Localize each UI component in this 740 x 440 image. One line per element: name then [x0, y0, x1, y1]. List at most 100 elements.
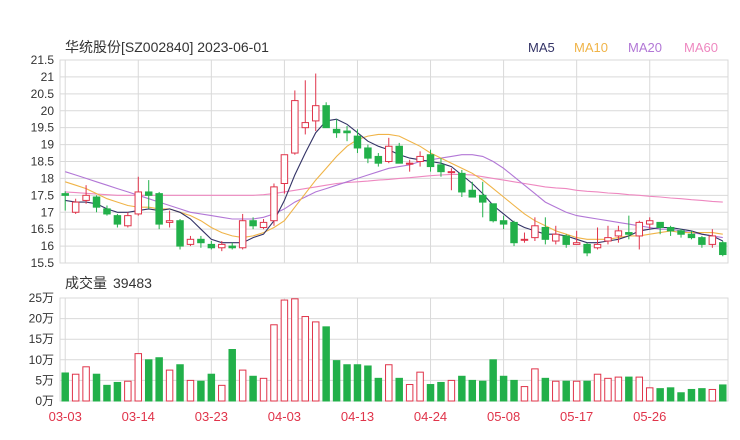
price-tick-label: 15.5	[31, 256, 55, 270]
candle-body	[353, 135, 362, 149]
candle-body	[228, 245, 236, 249]
candle-body	[134, 191, 143, 215]
volume-bar	[541, 377, 550, 402]
candle-body	[82, 194, 90, 201]
volume-bar	[301, 316, 310, 402]
volume-bars	[61, 298, 727, 402]
candle-body	[719, 242, 727, 256]
volume-bar	[687, 388, 696, 402]
candle-body	[270, 186, 278, 222]
volume-bar	[218, 384, 226, 402]
candle-body	[395, 145, 403, 164]
price-tick-label: 18.5	[31, 155, 55, 169]
date-tick-label: 05-08	[487, 409, 520, 424]
legend-ma10: MA10	[574, 40, 608, 55]
volume-bar	[656, 388, 664, 402]
candle-body	[499, 220, 508, 225]
volume-bar	[249, 375, 257, 402]
candle-body	[197, 238, 205, 244]
candle-body	[61, 193, 69, 196]
candle-body	[426, 154, 435, 168]
volume-bar	[708, 388, 717, 402]
legend-ma5: MA5	[528, 40, 555, 55]
candle-body	[572, 242, 581, 245]
date-tick-label: 05-17	[560, 409, 593, 424]
candle-body	[364, 147, 372, 159]
date-tick-label: 03-23	[195, 409, 228, 424]
volume-tick-label: 0万	[35, 394, 54, 408]
volume-bar	[583, 380, 591, 402]
candle-body	[520, 238, 529, 241]
volume-bar	[374, 377, 383, 402]
volume-bar	[593, 373, 602, 402]
volume-tick-label: 20万	[29, 312, 54, 326]
volume-bar	[614, 376, 623, 402]
volume-bar	[405, 384, 414, 402]
axes: 21.5 21 20.5 20 19.5 19 18.5 18 17.5 17 16.5 16 15.5…	[29, 53, 667, 424]
candle-body	[155, 193, 163, 225]
price-tick-label: 21	[41, 70, 55, 84]
volume-label: 成交量	[65, 275, 107, 291]
volume-value: 39483	[113, 275, 152, 291]
candle-body	[698, 237, 706, 245]
volume-bar	[552, 380, 560, 402]
volume-bar	[562, 380, 570, 402]
volume-bar	[447, 379, 456, 402]
volume-bar	[677, 392, 685, 402]
date-tick-label: 04-03	[268, 409, 301, 424]
price-tick-label: 19.5	[31, 121, 55, 135]
volume-tick-label: 5万	[35, 373, 54, 387]
candle-body	[447, 171, 456, 174]
volume-bar	[228, 349, 236, 402]
price-tick-label: 16	[41, 239, 55, 253]
candle-body	[186, 238, 195, 245]
candle-body	[92, 196, 101, 208]
candle-body	[708, 235, 717, 245]
volume-tick-label: 10万	[29, 353, 54, 367]
volume-bar	[113, 381, 122, 402]
candle-body	[468, 189, 477, 198]
candle-body	[687, 233, 696, 239]
volume-bar	[698, 388, 706, 402]
ma20-line	[65, 154, 723, 239]
chart-title: 华统股份[SZ002840] 2023-06-01	[65, 39, 269, 55]
candle-body	[405, 162, 414, 165]
candle-body	[249, 220, 257, 227]
candle-body	[510, 221, 518, 244]
volume-bar	[197, 380, 205, 402]
candle-body	[677, 230, 685, 235]
volume-bar	[437, 381, 445, 402]
volume-bar	[82, 366, 90, 402]
volume-bar	[666, 387, 675, 402]
volume-bar	[385, 364, 393, 402]
volume-bar	[144, 359, 153, 402]
candle-body	[593, 243, 602, 249]
candle-body	[458, 172, 466, 193]
volume-tick-label: 25万	[29, 291, 54, 305]
candle-body	[385, 145, 393, 162]
volume-bar	[719, 384, 727, 402]
volume-bar	[645, 387, 654, 402]
volume-bar	[635, 376, 644, 402]
date-tick-label: 04-13	[341, 409, 374, 424]
volume-bar	[207, 373, 216, 402]
date-tick-label: 03-14	[122, 409, 155, 424]
volume-bar	[61, 372, 69, 402]
date-tick-label: 03-03	[49, 409, 82, 424]
volume-bar	[478, 380, 487, 402]
candle-body	[583, 243, 591, 254]
volume-bar	[416, 371, 424, 402]
volume-tick-label: 15万	[29, 332, 54, 346]
candle-body	[614, 230, 623, 237]
price-tick-label: 17	[41, 205, 55, 219]
candle-body	[343, 130, 351, 134]
volume-bar	[353, 364, 362, 402]
volume-bar	[270, 324, 278, 402]
volume-bar	[165, 369, 174, 402]
volume-bar	[92, 373, 101, 402]
volume-bar	[332, 360, 341, 402]
volume-bar	[468, 379, 477, 402]
candle-body	[666, 226, 675, 232]
price-tick-label: 20.5	[31, 87, 55, 101]
